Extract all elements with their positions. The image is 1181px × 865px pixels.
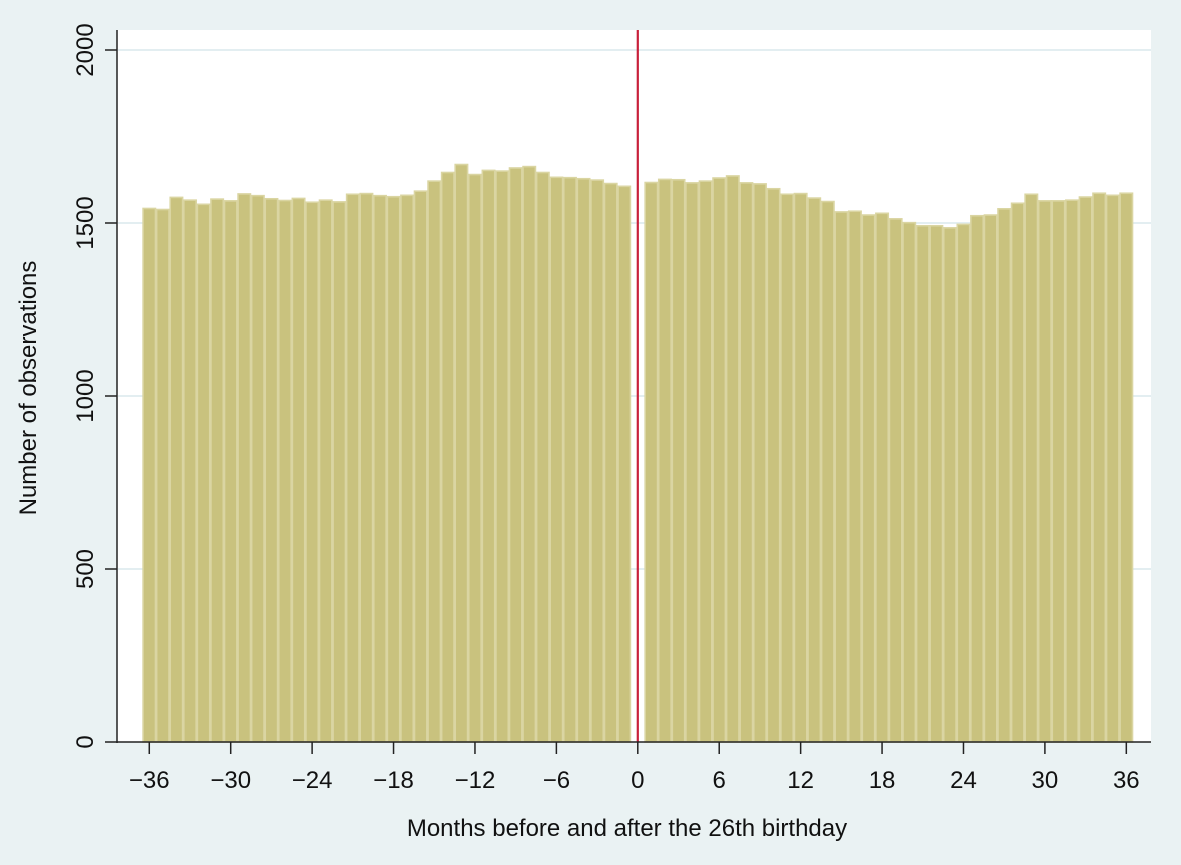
- histogram-bar: [196, 203, 211, 743]
- histogram-bar: [780, 193, 795, 743]
- histogram-bar: [183, 199, 197, 743]
- x-tick-label: −24: [292, 767, 333, 794]
- x-tick-label: 24: [950, 767, 977, 794]
- histogram-bar: [820, 200, 835, 743]
- histogram-bar: [495, 170, 510, 743]
- histogram-bar: [386, 195, 401, 743]
- histogram-bar: [250, 194, 265, 743]
- histogram-bar: [454, 163, 469, 743]
- histogram-bar: [617, 185, 632, 743]
- x-tick-label: −30: [210, 767, 251, 794]
- x-tick-label: −18: [373, 767, 414, 794]
- histogram-bar: [345, 193, 360, 743]
- y-tick-label: 2000: [72, 23, 99, 76]
- histogram-bar: [847, 210, 862, 743]
- histogram-bar: [739, 182, 754, 743]
- histogram-bar: [372, 194, 387, 743]
- histogram-bar: [712, 177, 727, 743]
- histogram-bar: [983, 214, 998, 743]
- histogram-bar: [590, 179, 605, 743]
- histogram-bar: [793, 192, 808, 743]
- histogram-bar: [603, 182, 618, 743]
- histogram-bar: [915, 224, 930, 743]
- histogram-bar: [562, 176, 577, 743]
- histogram-bar: [427, 180, 442, 743]
- histogram-bar: [1078, 196, 1093, 743]
- histogram-bar: [1105, 194, 1120, 743]
- histogram-bar: [1037, 200, 1052, 743]
- axes: 0 500 1000 1500 2000 −36 −30 −24 −18 −12 −6 0 6 12 18 2…: [72, 23, 1151, 794]
- histogram-bar: [834, 211, 849, 743]
- histogram-bar: [861, 214, 876, 743]
- histogram-bar: [807, 197, 822, 743]
- histogram-bar: [237, 193, 252, 743]
- histogram-bar: [155, 208, 170, 743]
- histogram-bar: [725, 175, 740, 743]
- x-tick-label: 36: [1113, 767, 1140, 794]
- histogram-bar: [264, 197, 279, 743]
- histogram-bar: [752, 183, 767, 743]
- x-axis-label: Months before and after the 26th birthda…: [407, 815, 847, 842]
- x-tick-label: −36: [129, 767, 170, 794]
- histogram-bar: [400, 194, 415, 743]
- histogram-bar: [318, 199, 333, 743]
- histogram-bar: [888, 218, 903, 743]
- histogram-bar: [942, 227, 957, 743]
- histogram-bar: [508, 167, 523, 743]
- y-axis-label: Number of observations: [15, 261, 42, 516]
- histogram-bar: [549, 176, 564, 743]
- histogram-bar: [277, 199, 292, 743]
- y-tick-label: 1500: [72, 196, 99, 249]
- histogram-bar: [291, 197, 306, 743]
- histogram-bar: [875, 212, 890, 743]
- x-tick-label: 6: [713, 767, 726, 794]
- histogram-bar: [685, 182, 700, 743]
- histogram-bar: [1092, 192, 1107, 743]
- histogram-bar: [970, 214, 985, 743]
- y-tick-label: 500: [72, 549, 99, 589]
- histogram-bar: [142, 207, 157, 743]
- histogram-bar: [956, 223, 971, 743]
- histogram-bar: [576, 177, 591, 743]
- histogram-bar: [929, 224, 944, 743]
- x-tick-label: 30: [1032, 767, 1059, 794]
- histogram-bar: [467, 173, 482, 743]
- histogram-bar: [169, 196, 184, 743]
- x-tick-label: 18: [869, 767, 896, 794]
- histogram-bar: [1119, 192, 1134, 743]
- histogram-bar: [210, 198, 225, 743]
- histogram-bar: [1051, 200, 1066, 743]
- histogram-bar: [644, 181, 659, 743]
- histogram-bar: [657, 178, 672, 743]
- histogram-bar: [1065, 199, 1080, 743]
- y-tick-label: 1000: [72, 369, 99, 422]
- y-tick-label: 0: [72, 735, 99, 748]
- histogram-bar: [359, 192, 374, 743]
- histogram-bar: [305, 201, 320, 743]
- histogram-bar: [522, 165, 537, 743]
- histogram-bar: [698, 180, 713, 743]
- histogram-bar: [481, 169, 496, 743]
- histogram-bar: [1010, 202, 1025, 743]
- histogram-bar: [766, 187, 781, 743]
- histogram-bar: [997, 208, 1012, 743]
- histogram-bar: [1024, 193, 1039, 743]
- x-tick-label: −12: [455, 767, 496, 794]
- histogram-bar: [332, 201, 347, 743]
- histogram-bar: [535, 171, 550, 743]
- x-tick-label: 0: [631, 767, 644, 794]
- x-tick-label: 12: [787, 767, 814, 794]
- histogram-bar: [440, 171, 455, 743]
- histogram-bar: [413, 190, 428, 743]
- x-tick-label: −6: [543, 767, 570, 794]
- histogram-bar: [902, 221, 917, 743]
- histogram-bar: [223, 200, 238, 743]
- histogram-bar: [671, 178, 686, 743]
